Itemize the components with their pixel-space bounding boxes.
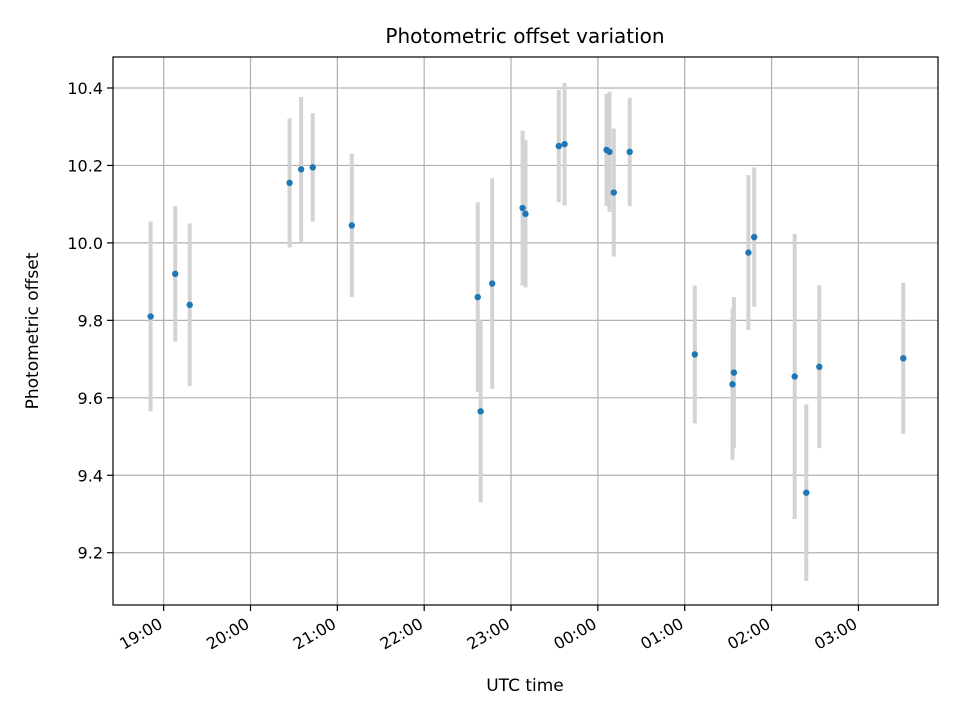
data-point xyxy=(561,140,568,148)
y-tick-label: 9.4 xyxy=(78,466,103,485)
data-points xyxy=(147,140,907,496)
data-point xyxy=(606,148,613,156)
y-tick-label: 10.0 xyxy=(67,234,103,253)
y-axis-label: Photometric offset xyxy=(23,252,43,409)
data-point xyxy=(750,233,758,241)
plot-frame xyxy=(112,56,939,606)
y-tick-label: 9.6 xyxy=(78,389,103,408)
data-point xyxy=(186,301,193,309)
data-point xyxy=(729,381,736,388)
data-point xyxy=(489,280,496,287)
data-point xyxy=(297,166,305,173)
data-point xyxy=(519,204,526,212)
data-point xyxy=(348,222,356,229)
data-point xyxy=(730,369,738,376)
y-tick-label: 10.2 xyxy=(67,156,103,175)
y-tick-label: 10.4 xyxy=(67,79,103,98)
data-point xyxy=(477,408,484,415)
data-point xyxy=(900,355,907,362)
data-point xyxy=(626,148,633,156)
data-point xyxy=(309,164,316,171)
data-point xyxy=(474,293,481,301)
data-point xyxy=(816,363,823,371)
chart-title: Photometric offset variation xyxy=(385,24,664,48)
data-point xyxy=(691,351,699,358)
data-point xyxy=(286,179,293,187)
data-point xyxy=(791,373,798,380)
data-point xyxy=(147,313,154,320)
y-tick-label: 9.8 xyxy=(78,311,103,330)
data-point xyxy=(172,270,179,278)
data-point xyxy=(745,249,752,256)
data-point xyxy=(803,489,810,496)
data-point xyxy=(555,142,562,150)
x-axis-label: UTC time xyxy=(486,676,564,696)
y-tick-label: 9.2 xyxy=(78,544,103,563)
y-axis-ticks: 9.2 9.4 9.6 9.8 10.0 10.2 10.4 xyxy=(67,79,113,563)
data-point xyxy=(610,189,617,196)
data-point xyxy=(522,210,529,218)
